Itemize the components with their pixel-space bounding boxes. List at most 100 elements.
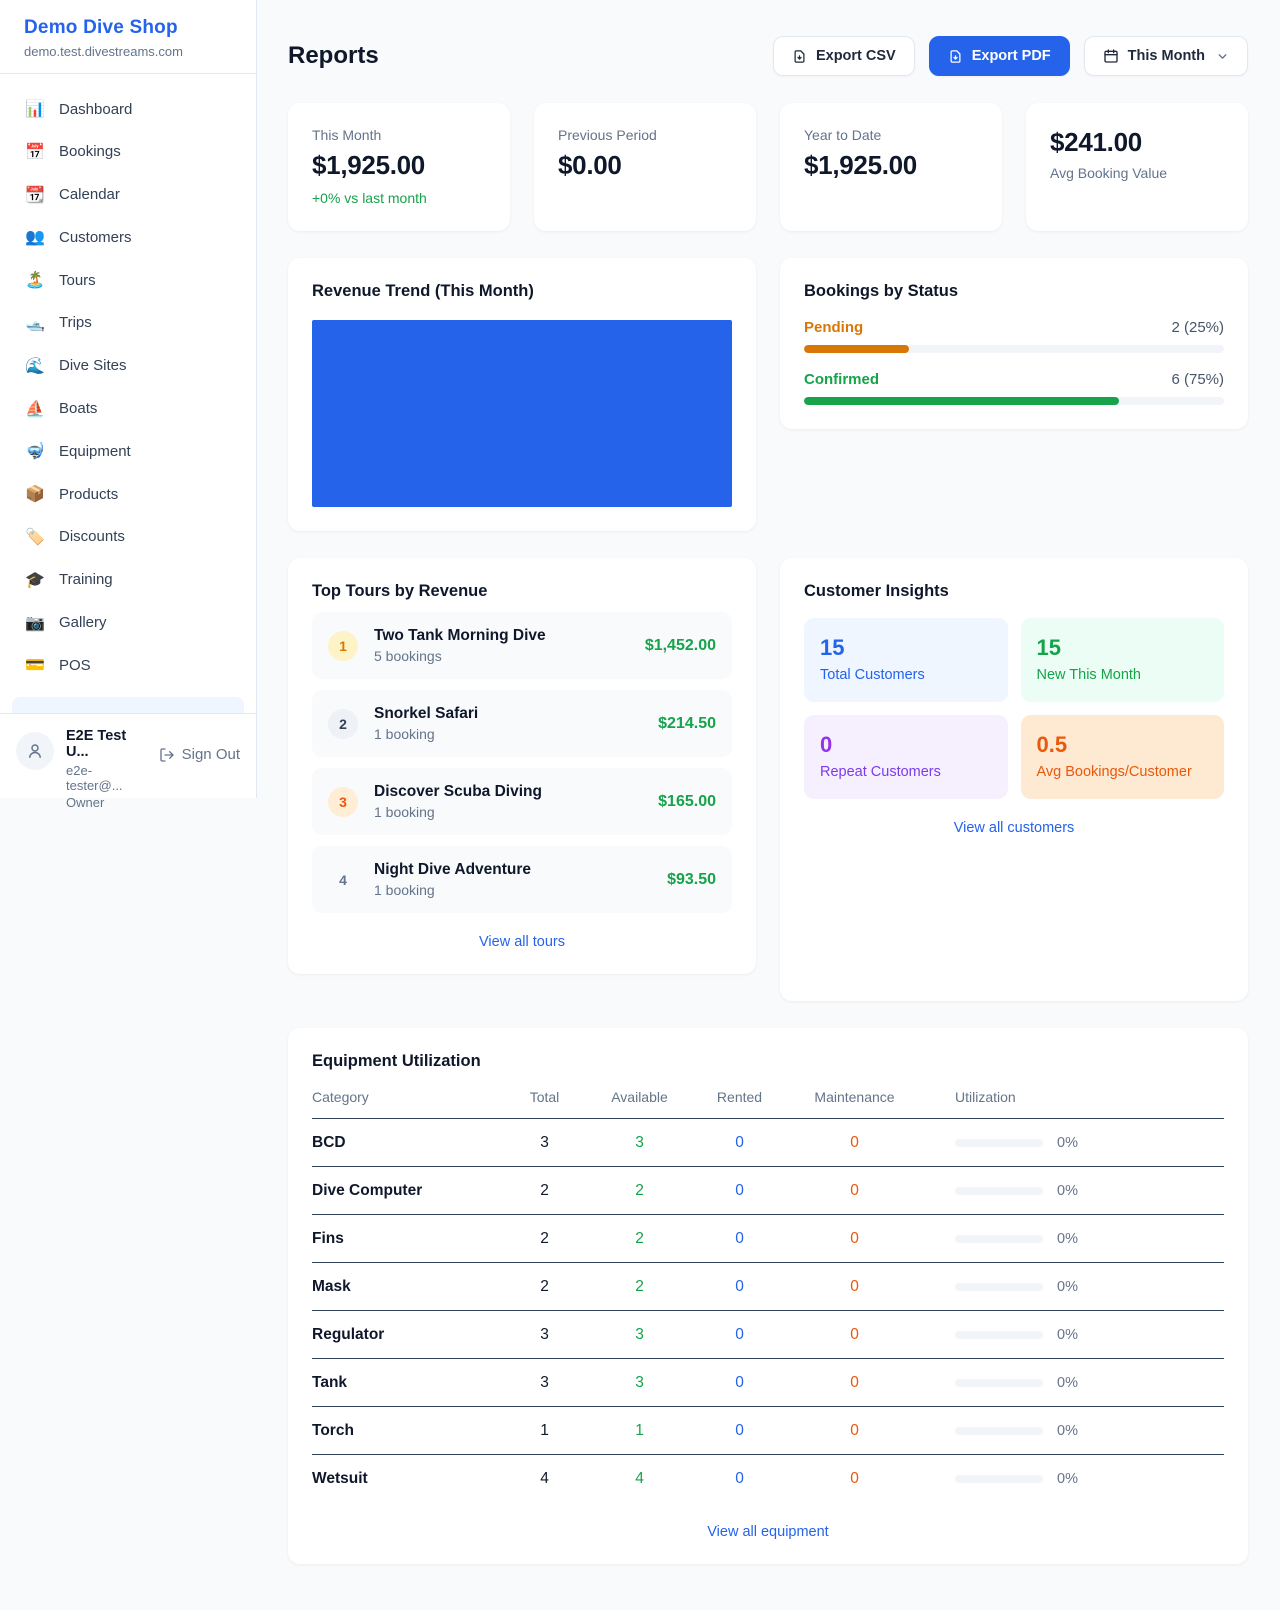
sidebar-item-customers[interactable]: 👥 Customers xyxy=(12,217,244,257)
utilization-percent: 0% xyxy=(1057,1374,1078,1391)
tour-row: 2 Snorkel Safari 1 booking $214.50 xyxy=(312,690,732,757)
tearoff-calendar-icon: 📆 xyxy=(25,186,45,204)
col-rented: Rented xyxy=(716,1089,763,1105)
stat-card-year-to-date: Year to Date $1,925.00 xyxy=(780,103,1002,231)
cell-category: Mask xyxy=(312,1277,351,1295)
wave-icon: 🌊 xyxy=(25,357,45,375)
export-pdf-button[interactable]: Export PDF xyxy=(928,36,1070,76)
insights-row: Top Tours by Revenue 1 Two Tank Morning … xyxy=(288,558,1248,1001)
view-all-tours-link[interactable]: View all tours xyxy=(479,934,565,950)
customer-insights-title: Customer Insights xyxy=(804,582,949,600)
sidebar-item-equipment[interactable]: 🤿 Equipment xyxy=(12,431,244,471)
tile-value: 0 xyxy=(820,732,833,757)
cell-category: Wetsuit xyxy=(312,1470,368,1487)
period-dropdown[interactable]: This Month xyxy=(1083,36,1248,76)
sidebar-item-discounts[interactable]: 🏷️ Discounts xyxy=(12,517,244,557)
insight-tiles: 15 Total Customers 15 New This Month 0 R… xyxy=(804,618,1224,799)
status-row-confirmed: Confirmed 6 (75%) xyxy=(804,371,1224,405)
utilization-bar xyxy=(955,1282,1043,1291)
cell-maintenance: 0 xyxy=(850,1373,859,1391)
cell-total: 2 xyxy=(540,1229,549,1247)
cell-category: Tank xyxy=(312,1373,348,1391)
tour-name: Night Dive Adventure xyxy=(374,861,532,878)
cell-rented: 0 xyxy=(735,1181,744,1199)
tour-row: 1 Two Tank Morning Dive 5 bookings $1,45… xyxy=(312,612,732,679)
chevron-down-icon xyxy=(1216,50,1229,63)
table-row: Tank 3 3 0 0 0% xyxy=(312,1359,1224,1407)
rank-badge: 1 xyxy=(328,630,358,661)
cell-total: 4 xyxy=(540,1470,549,1487)
charts-row: Revenue Trend (This Month) Bookings by S… xyxy=(288,258,1248,531)
tour-row: 4 Night Dive Adventure 1 booking $93.50 xyxy=(312,846,732,913)
shop-domain: demo.test.divestreams.com xyxy=(24,44,183,59)
sidebar-item-label: Calendar xyxy=(59,186,120,204)
cell-maintenance: 0 xyxy=(850,1325,859,1343)
rank-badge: 4 xyxy=(339,871,347,888)
sidebar-item-label: Bookings xyxy=(59,143,121,161)
progress-fill xyxy=(804,397,1119,405)
cell-utilization: 0% xyxy=(917,1327,1224,1343)
graduation-cap-icon: 🎓 xyxy=(25,571,45,589)
sidebar-item-calendar[interactable]: 📆 Calendar xyxy=(12,175,244,215)
top-tours-card: Top Tours by Revenue 1 Two Tank Morning … xyxy=(288,558,756,974)
tour-info: Night Dive Adventure 1 booking xyxy=(374,861,651,898)
cell-rented: 0 xyxy=(735,1325,744,1343)
utilization-bar xyxy=(955,1330,1043,1339)
user-name: E2E Test U... xyxy=(66,728,127,760)
sign-out-button[interactable]: Sign Out xyxy=(159,746,240,763)
tour-bookings: 5 bookings xyxy=(374,648,442,664)
tour-bookings: 1 booking xyxy=(374,726,435,742)
cell-rented: 0 xyxy=(735,1277,744,1295)
sidebar-item-dashboard[interactable]: 📊 Dashboard xyxy=(12,89,244,129)
cell-utilization: 0% xyxy=(917,1423,1224,1439)
cell-rented: 0 xyxy=(735,1470,744,1487)
header-actions: Export CSV Export PDF This Month xyxy=(772,36,1248,76)
stat-value: $1,925.00 xyxy=(312,150,425,180)
col-total: Total xyxy=(529,1089,560,1105)
cell-maintenance: 0 xyxy=(850,1133,859,1151)
sidebar-item-label: Discounts xyxy=(59,528,125,546)
utilization-percent: 0% xyxy=(1057,1326,1078,1343)
status-label: Pending xyxy=(804,319,864,336)
sidebar-item-boats[interactable]: ⛵ Boats xyxy=(12,389,244,429)
sidebar-item-bookings[interactable]: 📅 Bookings xyxy=(12,132,244,172)
tour-row: 3 Discover Scuba Diving 1 booking $165.0… xyxy=(312,768,732,835)
cell-total: 2 xyxy=(540,1277,549,1295)
status-label: Confirmed xyxy=(804,371,879,388)
tour-revenue: $93.50 xyxy=(667,870,716,888)
cell-total: 2 xyxy=(540,1181,549,1199)
cell-available: 4 xyxy=(635,1470,644,1487)
view-all-customers-link[interactable]: View all customers xyxy=(953,820,1075,836)
cell-utilization: 0% xyxy=(917,1471,1224,1487)
sidebar-item-dive-sites[interactable]: 🌊 Dive Sites xyxy=(12,346,244,386)
utilization-bar xyxy=(955,1426,1043,1435)
export-csv-button[interactable]: Export CSV xyxy=(772,36,915,76)
sidebar-item-reports-partial[interactable] xyxy=(12,697,244,713)
sidebar-item-training[interactable]: 🎓 Training xyxy=(12,560,244,600)
cell-utilization: 0% xyxy=(917,1231,1224,1247)
sidebar-item-pos[interactable]: 💳 POS xyxy=(12,645,244,685)
cell-total: 3 xyxy=(540,1373,549,1391)
tag-icon: 🏷️ xyxy=(25,528,45,546)
stat-label: Previous Period xyxy=(558,127,657,143)
tour-info: Snorkel Safari 1 booking xyxy=(374,705,642,742)
rank-badge: 3 xyxy=(328,786,358,817)
tile-avg-bookings: 0.5 Avg Bookings/Customer xyxy=(1020,715,1224,799)
tour-name: Snorkel Safari xyxy=(374,705,479,722)
view-all-equipment-link[interactable]: View all equipment xyxy=(707,1524,829,1540)
sidebar-item-trips[interactable]: 🛥️ Trips xyxy=(12,303,244,343)
sidebar-item-gallery[interactable]: 📷 Gallery xyxy=(12,603,244,643)
sidebar-item-label: Equipment xyxy=(59,442,131,460)
tour-info: Two Tank Morning Dive 5 bookings xyxy=(374,627,629,664)
cell-total: 1 xyxy=(540,1421,549,1439)
col-category: Category xyxy=(312,1089,369,1105)
file-download-icon xyxy=(948,49,963,64)
sailboat-icon: ⛵ xyxy=(25,400,45,418)
cell-rented: 0 xyxy=(735,1373,744,1391)
table-row: Regulator 3 3 0 0 0% xyxy=(312,1311,1224,1359)
table-row: Torch 1 1 0 0 0% xyxy=(312,1407,1224,1455)
table-row: Dive Computer 2 2 0 0 0% xyxy=(312,1167,1224,1215)
sidebar-item-tours[interactable]: 🏝️ Tours xyxy=(12,260,244,300)
col-available: Available xyxy=(611,1089,668,1105)
sidebar-item-products[interactable]: 📦 Products xyxy=(12,474,244,514)
